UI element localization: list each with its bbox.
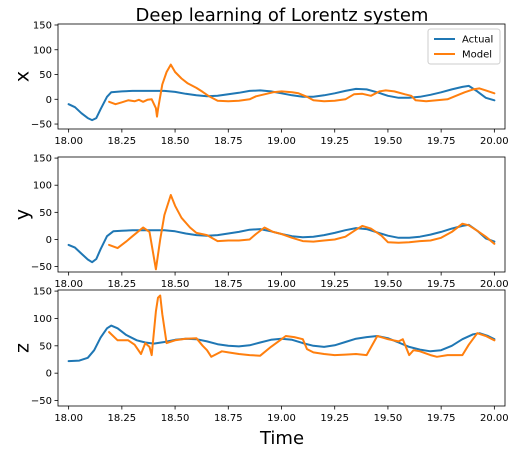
- x-tick-label: 18.50: [161, 136, 190, 147]
- y-tick-label: 0: [46, 235, 52, 246]
- x-axis-label: Time: [259, 428, 304, 449]
- x-tick-label: 19.25: [320, 413, 349, 424]
- panel-x: −50 0 50 100 150 18.00 18.25 18.50 18.75 19.00 19.…: [12, 20, 509, 147]
- chart-title: Deep learning of Lorentz system: [136, 5, 429, 26]
- legend-label-actual: Actual: [462, 35, 493, 46]
- y-tick-label: 150: [33, 154, 52, 165]
- y-tick-label: 50: [39, 208, 52, 219]
- y-tick-label: 50: [39, 70, 52, 81]
- x-tick-label: 19.25: [320, 136, 349, 147]
- x-tick-label: 18.50: [161, 279, 190, 290]
- x-tick-label: 19.50: [374, 413, 403, 424]
- x-tick-label: 18.25: [108, 413, 137, 424]
- x-tick-label: 19.25: [320, 279, 349, 290]
- series-line-model: [108, 294, 496, 358]
- x-tick-label: 18.00: [54, 136, 83, 147]
- x-tick-label: 19.50: [374, 279, 403, 290]
- x-tick-label: 19.75: [427, 279, 456, 290]
- x-tick-label: 20.00: [480, 279, 509, 290]
- y-tick-label: 0: [46, 369, 52, 380]
- y-axis-label: z: [12, 343, 34, 353]
- y-tick-label: 50: [39, 341, 52, 352]
- x-tick-label: 20.00: [480, 413, 509, 424]
- legend-box: [427, 28, 501, 65]
- legend: Actual Model: [427, 28, 501, 65]
- x-tick-label: 19.00: [267, 279, 296, 290]
- y-tick-label: 100: [33, 314, 52, 325]
- x-tick-label: 18.75: [214, 136, 243, 147]
- x-tick-label: 18.25: [108, 279, 137, 290]
- x-tick-label: 19.50: [374, 136, 403, 147]
- x-tick-label: 18.00: [54, 279, 83, 290]
- x-tick-label: 19.00: [267, 413, 296, 424]
- x-tick-label: 20.00: [480, 136, 509, 147]
- y-tick-label: 100: [33, 181, 52, 192]
- y-axis-label: y: [12, 209, 34, 220]
- panel-y: −50 0 50 100 150 18.00 18.25 18.50 18.75 19.00 19.…: [12, 154, 509, 290]
- y-tick-label: −50: [31, 120, 52, 131]
- x-tick-label: 18.75: [214, 413, 243, 424]
- y-tick-label: 150: [33, 287, 52, 298]
- x-tick-label: 19.75: [427, 136, 456, 147]
- y-axis-label: x: [12, 71, 34, 82]
- series-line-model: [108, 194, 496, 271]
- series-line-actual: [67, 84, 496, 122]
- plot-area: [58, 290, 505, 406]
- plot-area: [58, 157, 505, 272]
- y-tick-label: −50: [31, 262, 52, 273]
- legend-label-model: Model: [462, 50, 492, 61]
- x-tick-label: 18.00: [54, 413, 83, 424]
- x-tick-label: 18.25: [108, 136, 137, 147]
- x-tick-label: 19.75: [427, 413, 456, 424]
- y-tick-label: −50: [31, 396, 52, 407]
- x-tick-label: 19.00: [267, 136, 296, 147]
- series-line-actual: [67, 324, 496, 363]
- y-tick-label: 0: [46, 95, 52, 106]
- series-line-model: [108, 63, 496, 118]
- y-tick-label: 150: [33, 20, 52, 31]
- x-tick-label: 18.50: [161, 413, 190, 424]
- panel-z: −50 0 50 100 150 18.00 18.25 18.50 18.75 19.00 19.…: [12, 287, 509, 424]
- y-tick-label: 100: [33, 45, 52, 56]
- series-line-actual: [67, 223, 496, 264]
- x-tick-label: 18.75: [214, 279, 243, 290]
